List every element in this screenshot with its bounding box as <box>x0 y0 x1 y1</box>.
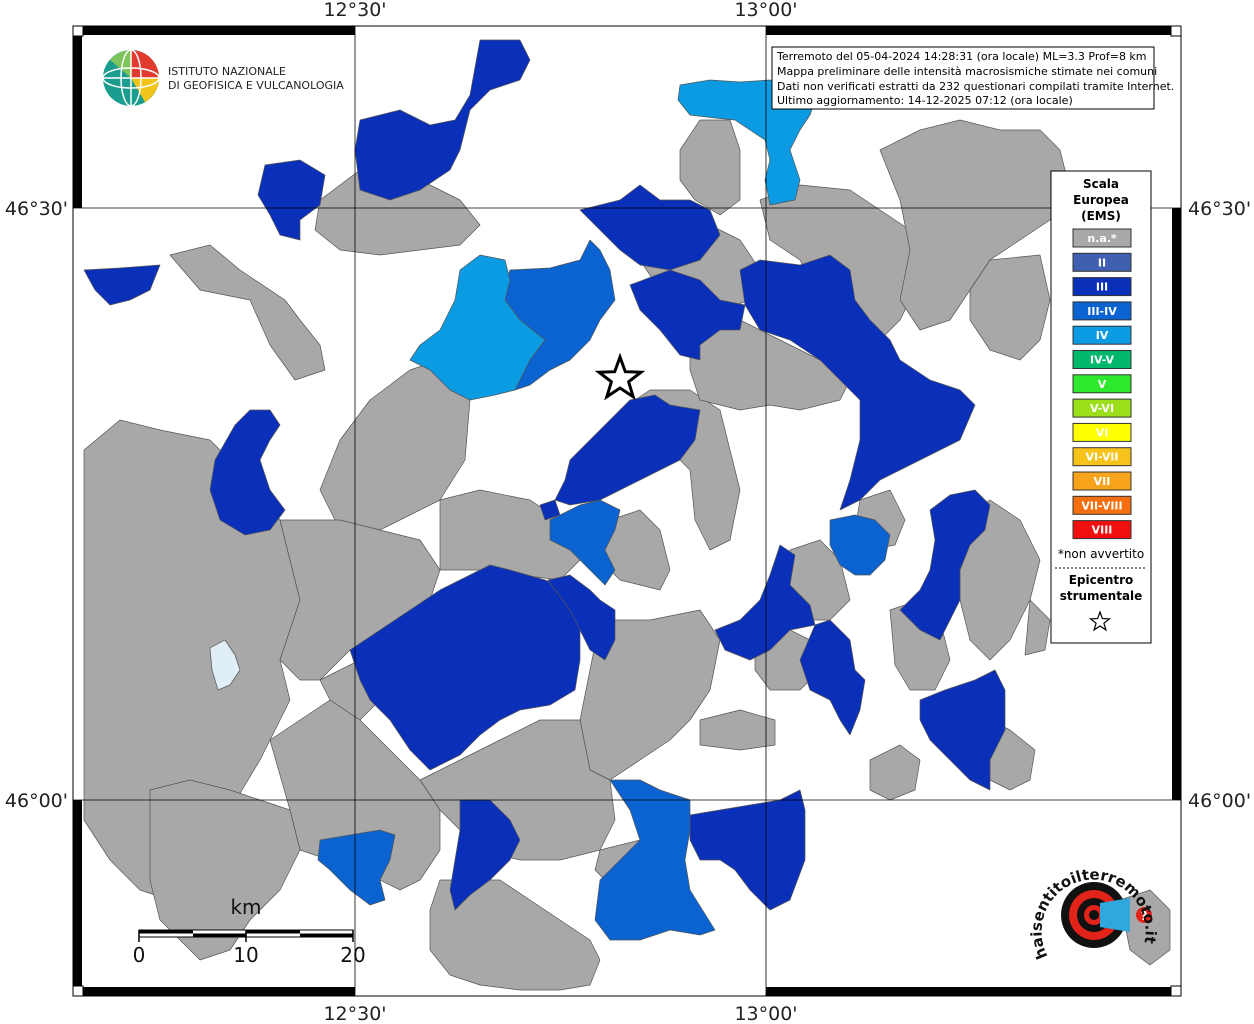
legend-label-ii: II <box>1098 256 1106 269</box>
municipality-polygons <box>83 39 1171 991</box>
scale-tick-20: 20 <box>340 943 365 967</box>
legend-swatch-iv <box>1072 325 1132 345</box>
legend-title-line-2: Europea <box>1073 193 1129 207</box>
lon-label-bottom-2: 13°00' <box>734 1003 797 1024</box>
lon-label-bottom-1: 12°30' <box>323 1003 386 1024</box>
scale-tick-0: 0 <box>133 943 146 967</box>
legend-star-icon <box>1088 610 1112 632</box>
region-intensity-IV <box>409 79 816 401</box>
legend-label-vi: VI <box>1096 426 1109 439</box>
info-box: Terremoto del 05-04-2024 14:28:31 (ora l… <box>771 46 1174 110</box>
scale-tick-10: 10 <box>233 943 258 967</box>
legend-label-v-vi: V-VI <box>1090 402 1114 415</box>
legend-label-vii: VII <box>1094 475 1111 488</box>
info-line-4: Ultimo aggiornamento: 14-12-2025 07:12 (… <box>777 94 1073 107</box>
lat-label-left-1: 46°30' <box>5 198 68 220</box>
legend-label-vii-viii: VII-VIII <box>1081 499 1122 512</box>
legend-swatch-v <box>1072 374 1132 394</box>
legend-swatch-vii <box>1072 471 1132 491</box>
region-intensity-III <box>83 39 1006 911</box>
legend-items: n.a.*IIIIIIII-IVIVIV-VVV-VIVIVI-VIIVIIVI… <box>1072 228 1132 540</box>
ingv-text-line-1: ISTITUTO NAZIONALE <box>168 65 286 78</box>
coordinate-grid <box>73 26 1181 996</box>
lat-label-left-2: 46°00' <box>5 790 68 812</box>
legend-swatch-iv-v <box>1072 350 1132 369</box>
lon-label-top-2: 13°00' <box>734 0 797 21</box>
legend-label-iii: III <box>1096 281 1108 294</box>
legend-title-line-1: Scala <box>1083 177 1119 191</box>
legend-label-iii-iv: III-IV <box>1087 305 1117 318</box>
legend-label-iv: IV <box>1096 329 1109 342</box>
legend-title-line-3: (EMS) <box>1081 209 1121 223</box>
ingv-logo: ISTITUTO NAZIONALE DI GEOFISICA E VULCAN… <box>102 49 344 107</box>
legend-swatch-vii-viii <box>1072 495 1132 515</box>
legend-epicenter-line-2: strumentale <box>1060 589 1143 603</box>
lat-label-right-2: 46°00' <box>1188 790 1251 812</box>
legend-epicenter-line-1: Epicentro <box>1069 573 1134 587</box>
lon-label-top-1: 12°30' <box>323 0 386 21</box>
legend-swatch-iii <box>1072 277 1132 297</box>
legend-label-iv-v: IV-V <box>1090 354 1115 367</box>
epicenter-star-icon <box>594 352 646 401</box>
legend-label-viii: VIII <box>1092 524 1113 537</box>
info-line-2: Mappa preliminare delle intensità macros… <box>777 65 1157 78</box>
svg-text:?: ? <box>1141 909 1148 923</box>
region-na <box>83 119 1171 991</box>
info-line-1: Terremoto del 05-04-2024 14:28:31 (ora l… <box>776 50 1147 63</box>
ingv-text-line-2: DI GEOFISICA E VULCANOLOGIA <box>168 79 344 92</box>
legend-swatch-ii <box>1072 252 1132 272</box>
legend-swatch-v-vi <box>1072 398 1132 418</box>
legend-swatch-viii <box>1072 520 1132 540</box>
legend-footnote: *non avvertito <box>1058 547 1144 561</box>
scale-bar: km 0 10 20 <box>133 895 366 967</box>
legend: Scala Europea (EMS) n.a.*IIIIIIII-IVIVIV… <box>1050 170 1152 644</box>
lake-feature <box>209 639 241 691</box>
legend-label-n-a-: n.a.* <box>1087 232 1117 245</box>
legend-label-vi-vii: VI-VII <box>1085 451 1118 464</box>
legend-swatch-vi <box>1072 422 1132 442</box>
legend-swatch-n-a- <box>1072 228 1132 248</box>
map-frame <box>72 25 1182 997</box>
scale-unit: km <box>230 895 261 919</box>
legend-label-v: V <box>1098 378 1107 391</box>
legend-swatch-vi-vii <box>1072 447 1132 467</box>
info-line-3: Dati non verificati estratti da 232 ques… <box>777 80 1174 93</box>
legend-swatch-iii-iv <box>1072 301 1132 321</box>
lat-label-right-1: 46°30' <box>1188 198 1251 220</box>
